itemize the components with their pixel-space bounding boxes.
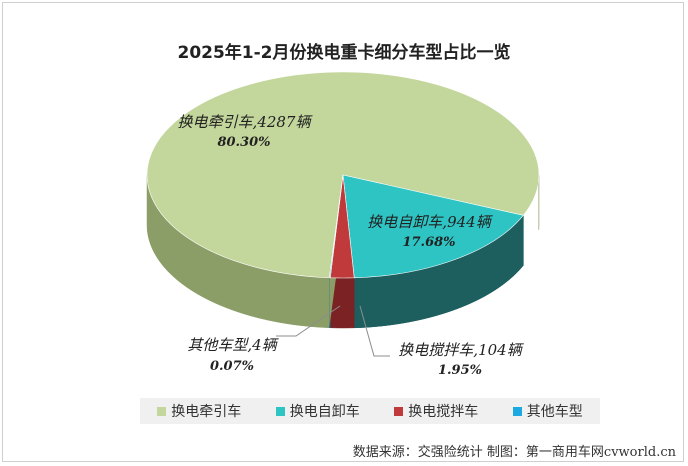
slice-dump bbox=[342, 174, 524, 279]
legend-item-other: 其他车型 bbox=[512, 401, 583, 421]
legend-swatch-other bbox=[512, 406, 522, 416]
legend-label-other: 其他车型 bbox=[526, 404, 583, 420]
pie-tops bbox=[146, 71, 540, 279]
chart-title: 2025年1-2月份换电重卡细分车型占比一览 bbox=[177, 43, 511, 63]
leader-other bbox=[276, 305, 341, 337]
percent-label-dump: 17.68% bbox=[402, 235, 455, 250]
leader-lines bbox=[276, 305, 390, 357]
data-label-mixer: 换电搅拌车,104辆 bbox=[398, 341, 524, 359]
legend-item-dump: 换电自卸车 bbox=[275, 401, 360, 421]
legend-swatch-tractor bbox=[157, 406, 167, 416]
leader-mixer bbox=[359, 305, 390, 357]
legend-label-tractor: 换电牵引车 bbox=[171, 404, 242, 420]
percent-label-other: 0.07% bbox=[210, 359, 254, 374]
percent-label-mixer: 1.95% bbox=[438, 363, 482, 378]
legend: 换电牵引车 换电自卸车 换电搅拌车 其他车型 bbox=[140, 398, 600, 424]
percent-label-tractor: 80.30% bbox=[217, 135, 270, 150]
legend-item-mixer: 换电搅拌车 bbox=[394, 401, 478, 421]
data-label-other: 其他车型,4辆 bbox=[187, 336, 279, 354]
legend-label-mixer: 换电搅拌车 bbox=[408, 404, 479, 420]
legend-swatch-mixer bbox=[394, 406, 404, 416]
data-label-tractor: 换电牵引车,4287辆 bbox=[178, 113, 314, 131]
source-note: 数据来源：交强险统计 制图：第一商用车网cvworld.cn bbox=[352, 445, 676, 460]
data-labels: 换电牵引车,4287辆 80.30% 换电自卸车,944辆 17.68% 换电搅拌车,1… bbox=[178, 113, 525, 378]
slice-other bbox=[328, 174, 344, 279]
legend-label-dump: 换电自卸车 bbox=[289, 404, 360, 420]
data-label-dump: 换电自卸车,944辆 bbox=[367, 213, 493, 231]
legend-swatch-dump bbox=[275, 406, 285, 416]
legend-item-tractor: 换电牵引车 bbox=[157, 401, 241, 421]
